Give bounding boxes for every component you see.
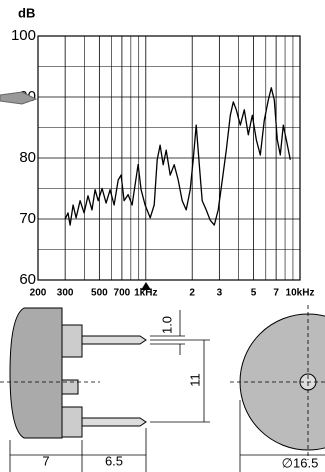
dimension-label: 1.0 bbox=[159, 316, 174, 334]
x-tick-label: 2 bbox=[189, 288, 195, 299]
y-tick-label: 70 bbox=[19, 210, 36, 227]
x-tick-label: 5 bbox=[251, 288, 257, 299]
dimension-label: 11 bbox=[187, 373, 202, 387]
x-tick-label: 500 bbox=[91, 288, 108, 299]
side-view bbox=[9, 307, 147, 439]
dimension-label: 6.5 bbox=[105, 453, 123, 468]
x-tick-label: 300 bbox=[57, 288, 74, 299]
dimension-label: 7 bbox=[42, 453, 49, 468]
dimension-label: ∅16.5 bbox=[282, 455, 319, 470]
y-tick-label: 100 bbox=[11, 27, 36, 44]
dimension-lines bbox=[0, 310, 325, 472]
x-tick-label: 3 bbox=[217, 288, 223, 299]
x-tick-label: 700 bbox=[114, 288, 131, 299]
y-tick-label: 80 bbox=[19, 149, 36, 166]
x-tick-label: 200 bbox=[30, 288, 47, 299]
front-view bbox=[230, 305, 325, 460]
plot: 607080901002003005007001kHz235710kHz bbox=[11, 27, 314, 299]
y-tick-label: 60 bbox=[19, 271, 36, 288]
response-line bbox=[64, 87, 291, 226]
y-axis-label: dB bbox=[18, 5, 35, 20]
sound-arrow bbox=[0, 91, 38, 105]
kHz-marker bbox=[141, 282, 151, 290]
x-tick-label: 1kHz bbox=[134, 288, 157, 299]
x-tick-label: 7 bbox=[273, 288, 279, 299]
x-tick-label: 10kHz bbox=[286, 288, 315, 299]
